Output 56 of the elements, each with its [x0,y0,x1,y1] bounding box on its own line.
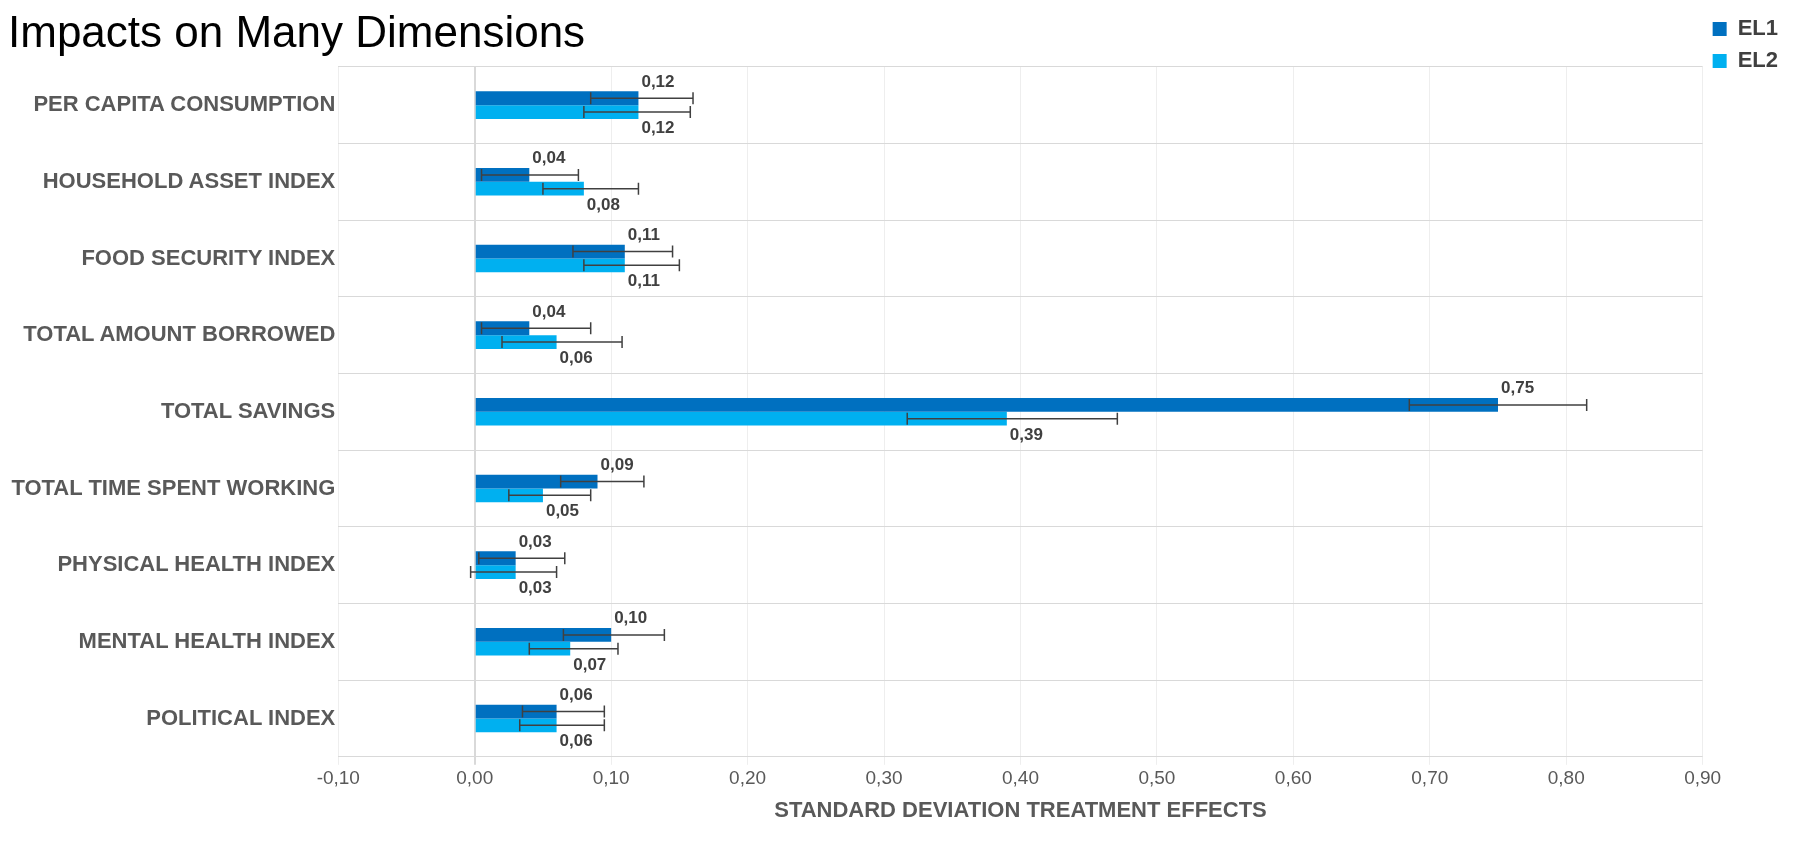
data-label: 0,12 [641,118,675,138]
x-tick-label: 0,00 [456,767,494,789]
data-label: 0,07 [573,654,607,674]
x-tick-label: 0,50 [1138,767,1176,789]
x-tick-label: 0,80 [1547,767,1585,789]
y-tick-label: HOUSEHOLD ASSET INDEX [42,167,336,193]
data-label: 0,11 [627,271,660,291]
bar [475,244,625,259]
x-tick-label: -0,10 [316,767,360,789]
y-tick-label: PHYSICAL HEALTH INDEX [57,551,336,577]
x-tick-label: 0,60 [1274,767,1312,789]
bar [475,718,557,733]
bar [475,398,1498,412]
bar [475,335,557,349]
bar [475,105,639,119]
bar [475,641,571,656]
y-tick-label: TOTAL TIME SPENT WORKING [11,474,336,500]
bar [475,258,625,273]
y-tick-label: POLITICAL INDEX [146,704,336,730]
y-tick-label: PER CAPITA CONSUMPTION [33,91,336,117]
data-label: 0,75 [1501,378,1535,398]
data-label: 0,10 [614,608,648,628]
y-tick-label: TOTAL AMOUNT BORROWED [23,321,336,347]
bar [475,181,584,196]
data-label: 0,04 [532,148,566,168]
data-label: 0,04 [532,301,566,321]
x-tick-label: 0,10 [592,767,630,789]
data-label: 0,08 [586,194,620,214]
legend-label: EL2 [1737,47,1779,73]
data-label: 0,06 [559,684,593,704]
data-label: 0,12 [641,71,675,91]
x-tick-label: 0,90 [1684,767,1722,789]
bar [475,488,543,503]
x-tick-label: 0,20 [729,767,767,789]
x-tick-label: 0,40 [1001,767,1039,789]
chart-title: Impacts on Many Dimensions [8,6,586,56]
bar [475,474,598,489]
data-label: 0,03 [518,578,552,598]
data-label: 0,39 [1009,424,1043,444]
y-tick-label: MENTAL HEALTH INDEX [78,627,336,653]
bar [475,91,639,106]
y-tick-label: TOTAL SAVINGS [160,397,336,423]
data-label: 0,05 [545,501,580,521]
data-label: 0,09 [600,454,634,474]
data-label: 0,03 [518,531,552,551]
bar [475,628,612,642]
data-label: 0,06 [559,731,593,751]
x-axis-title: STANDARD DEVIATION TREATMENT EFFECTS [774,796,1267,822]
bar [475,704,557,719]
x-tick-label: 0,70 [1411,767,1449,789]
legend-label: EL1 [1737,15,1779,41]
x-tick-label: 0,30 [865,767,903,789]
data-label: 0,11 [627,224,660,244]
bar [475,411,1007,426]
y-tick-label: FOOD SECURITY INDEX [81,244,336,270]
data-label: 0,06 [559,348,593,368]
